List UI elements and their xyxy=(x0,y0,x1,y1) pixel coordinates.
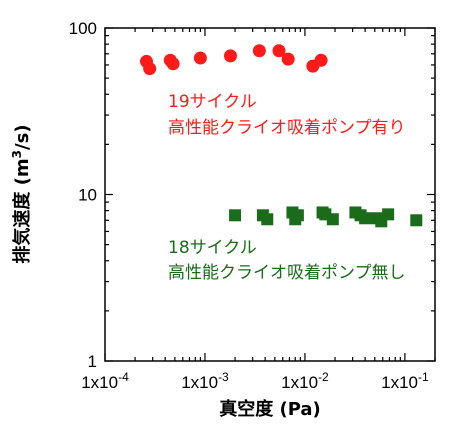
series1-point xyxy=(193,51,207,65)
x-tick-label-base: 1x10 xyxy=(381,373,418,392)
series1-point xyxy=(314,53,328,67)
series2-point xyxy=(382,208,395,221)
x-tick-label-base: 1x10 xyxy=(181,373,218,392)
y-axis-title: 排気速度 (m3/s) xyxy=(10,124,33,263)
x-tick-label-exponent: -3 xyxy=(218,370,229,384)
series2-point xyxy=(261,213,274,226)
series1-point xyxy=(272,44,286,58)
x-tick-label: 1x10-1 xyxy=(381,370,429,392)
x-tick-label-exponent: -2 xyxy=(318,370,329,384)
y-tick-label: 1 xyxy=(88,352,97,371)
series2-annotation-line2: 高性能クライオ吸着ポンプ無し xyxy=(168,263,406,283)
axis-ticks xyxy=(104,27,436,362)
series1-annotation-line2: 高性能クライオ吸着ポンプ有り xyxy=(168,118,406,138)
series2-point xyxy=(410,214,423,227)
plot-frame xyxy=(104,27,436,362)
series2-point xyxy=(229,209,242,222)
x-tick-label: 1x10-2 xyxy=(281,370,329,392)
x-tick-label-exponent: -4 xyxy=(118,370,129,384)
series2-annotation-line1: 18サイクル xyxy=(168,238,257,258)
x-tick-label: 1x10-3 xyxy=(181,370,229,392)
y-axis-title-tail: /s) xyxy=(12,124,33,150)
series1-point xyxy=(143,62,157,76)
series1-point xyxy=(281,52,295,66)
series2-point xyxy=(291,209,304,222)
x-axis-title: 真空度 (Pa) xyxy=(219,398,321,420)
x-tick-label-base: 1x10 xyxy=(281,373,318,392)
x-tick-label-exponent: -1 xyxy=(418,370,429,384)
series1-annotation-line1: 19サイクル xyxy=(168,92,257,112)
series1-point xyxy=(252,44,266,58)
data-points xyxy=(139,44,423,228)
series1-point xyxy=(166,57,180,71)
y-tick-label: 10 xyxy=(78,186,97,205)
series1-point xyxy=(223,49,237,63)
series2-point xyxy=(326,213,339,226)
x-tick-label: 1x10-4 xyxy=(81,370,129,392)
y-axis-title-main: 排気速度 (m xyxy=(11,158,33,263)
y-axis-title-sup: 3 xyxy=(10,150,24,158)
series2-point xyxy=(359,212,372,225)
x-tick-label-base: 1x10 xyxy=(81,373,118,392)
y-tick-label: 100 xyxy=(69,19,97,38)
